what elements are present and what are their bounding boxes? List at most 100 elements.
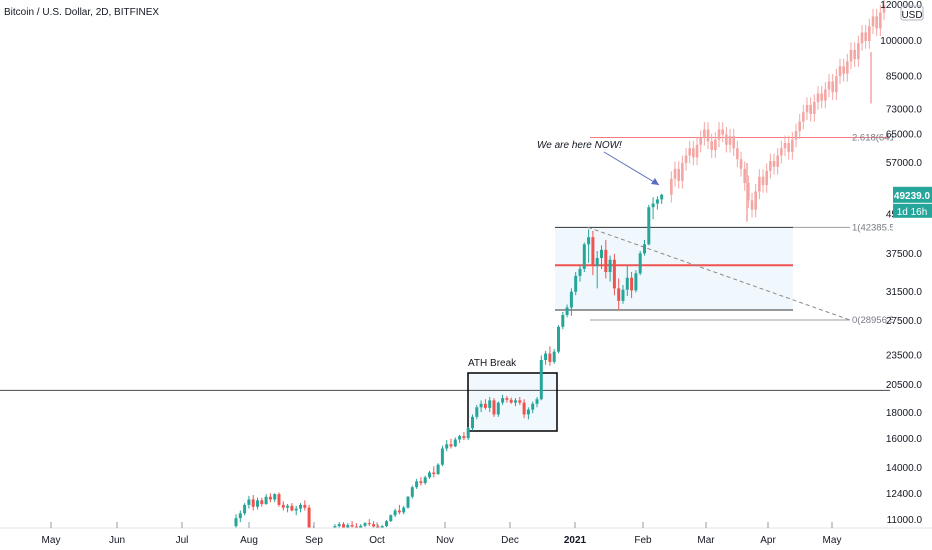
candle[interactable] [475,404,479,420]
candle[interactable] [449,438,453,449]
candle[interactable] [604,239,608,279]
price-tick-label-clipped: 120000.0 [880,0,922,11]
candle[interactable] [526,407,530,420]
candle[interactable] [445,440,449,452]
candle[interactable] [406,495,410,509]
candle[interactable] [471,414,474,431]
candle[interactable] [574,272,578,296]
candle-body [385,521,388,527]
candle[interactable] [251,495,255,511]
candle[interactable] [514,398,517,407]
candle[interactable] [350,521,354,529]
candle[interactable] [432,466,436,478]
candle[interactable] [531,401,535,414]
candle[interactable] [552,348,556,364]
candle[interactable] [612,253,616,296]
candle[interactable] [372,521,376,529]
candle[interactable] [643,239,646,256]
candle[interactable] [466,426,470,441]
candle-body [363,523,367,526]
candle[interactable] [595,251,599,289]
candle[interactable] [591,230,595,276]
candle[interactable] [569,288,573,316]
candle[interactable] [243,503,247,516]
candle[interactable] [647,204,651,246]
candle[interactable] [634,270,638,293]
candle[interactable] [415,478,419,489]
candle[interactable] [625,265,629,296]
candle[interactable] [621,284,625,304]
candle[interactable] [268,493,272,503]
candle[interactable] [505,395,509,403]
candle[interactable] [539,355,543,401]
candle[interactable] [389,514,393,523]
candle[interactable] [290,503,294,512]
candle[interactable] [436,463,440,475]
time-tick-label: Sep [305,535,323,546]
projection-candle [882,0,886,21]
candle-body [660,194,664,200]
candle[interactable] [440,445,444,467]
candle[interactable] [385,520,388,528]
candle-body [406,496,410,508]
candle[interactable] [260,497,264,507]
candle[interactable] [273,493,277,503]
candle[interactable] [281,501,285,511]
trendline-dashed[interactable] [587,226,851,321]
candle[interactable] [238,510,242,523]
candle-body [604,249,608,273]
candle[interactable] [544,350,548,365]
candle[interactable] [608,255,612,282]
candle-body [466,428,470,439]
candle[interactable] [587,229,591,263]
candle[interactable] [509,397,513,404]
ath-break-box[interactable] [467,372,558,432]
candle[interactable] [423,475,427,485]
candle[interactable] [264,494,268,505]
candle[interactable] [630,272,634,299]
candle[interactable] [651,197,655,220]
candle[interactable] [518,396,522,405]
candle[interactable] [299,503,302,513]
candle[interactable] [393,508,397,518]
candle[interactable] [363,522,367,528]
candle[interactable] [557,325,560,354]
candle[interactable] [402,505,406,515]
candle[interactable] [277,492,281,507]
candle[interactable] [286,503,290,513]
candle[interactable] [410,485,414,499]
candle[interactable] [565,304,569,318]
candle[interactable] [247,495,251,509]
candle[interactable] [492,398,496,417]
candle[interactable] [501,394,505,405]
candle[interactable] [561,311,565,330]
candle[interactable] [462,432,466,441]
candle[interactable] [367,519,371,527]
candle[interactable] [303,500,307,511]
candle[interactable] [488,396,492,413]
candle[interactable] [582,242,586,273]
projection-body [805,104,809,113]
candle[interactable] [496,401,500,417]
candle[interactable] [453,437,457,448]
candle[interactable] [660,193,664,204]
candle[interactable] [548,346,552,366]
candle[interactable] [458,434,462,443]
candle[interactable] [617,278,621,311]
candle[interactable] [294,505,298,516]
candle[interactable] [638,251,642,276]
candle[interactable] [600,245,603,269]
candle[interactable] [479,400,483,413]
candle[interactable] [522,399,526,419]
candle[interactable] [578,265,582,282]
price-tick-label: 14000.0 [886,463,923,474]
currency-box[interactable] [900,5,924,21]
candle[interactable] [256,497,259,510]
candle[interactable] [397,504,401,515]
candle[interactable] [483,399,487,410]
candle[interactable] [428,470,431,479]
candle[interactable] [655,196,659,210]
candle[interactable] [419,477,423,486]
candle[interactable] [535,396,539,408]
